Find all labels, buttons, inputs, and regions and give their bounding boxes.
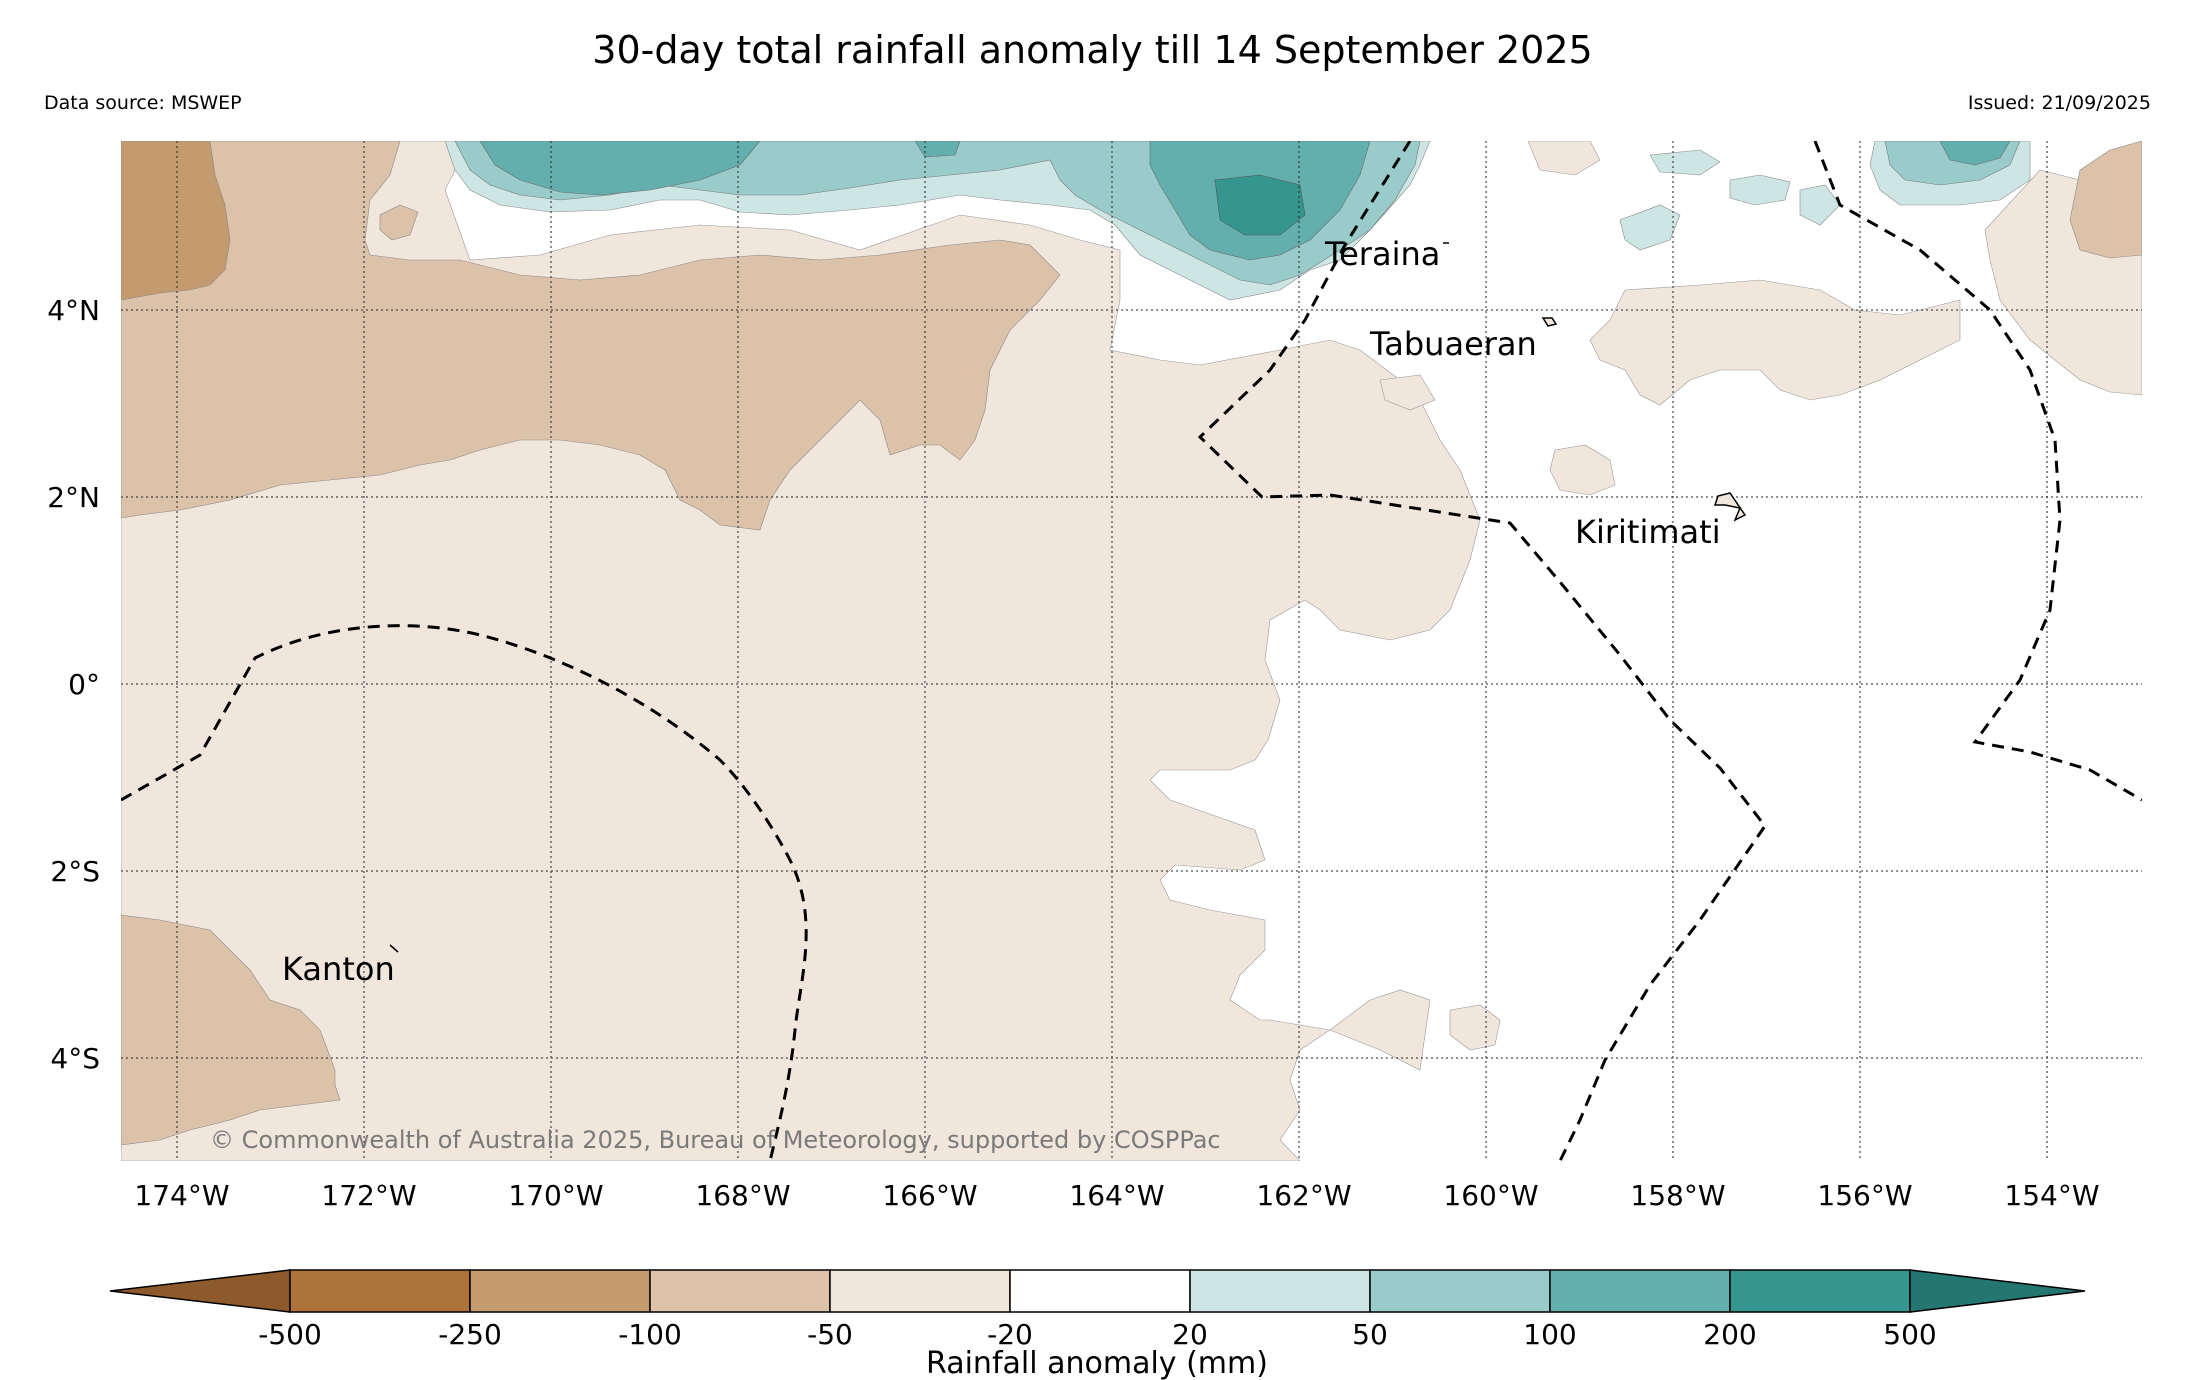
place-label-kiritimati: Kiritimati xyxy=(1575,513,1721,551)
colorbar-tick-label: -500 xyxy=(258,1318,322,1351)
map-area xyxy=(121,141,2142,1161)
anomaly-patch-kanton xyxy=(121,914,341,1146)
lon-label-174w: 174°W xyxy=(134,1179,229,1212)
eez-boundaries xyxy=(121,141,2142,1161)
colorbar-segment xyxy=(649,1269,831,1313)
lon-label-164w: 164°W xyxy=(1069,1179,1164,1212)
tabuaeran-island-icon xyxy=(1541,317,1558,327)
colorbar-segment xyxy=(289,1269,471,1313)
colorbar-tick-label: -250 xyxy=(438,1318,502,1351)
lat-label-2s: 2°S xyxy=(50,855,100,888)
colorbar-extend-high xyxy=(1909,1269,2086,1313)
colorbar-tick-label: 200 xyxy=(1703,1318,1756,1351)
data-source-label: Data source: MSWEP xyxy=(44,92,242,114)
lat-label-4s: 4°S xyxy=(50,1042,100,1075)
colorbar-segment xyxy=(1549,1269,1731,1313)
anomaly-region-dry-100 xyxy=(121,141,231,301)
anomaly-patch-small-1 xyxy=(379,204,419,241)
kiritimati-island-icon xyxy=(1713,492,1747,522)
place-label-tabuaeran: Tabuaeran xyxy=(1369,325,1537,363)
colorbar-tick-label: 100 xyxy=(1523,1318,1576,1351)
copyright-notice: © Commonwealth of Australia 2025, Bureau… xyxy=(210,1126,1221,1154)
anomaly-patch-northeast xyxy=(2069,141,2142,259)
colorbar-segment xyxy=(1729,1269,1911,1313)
colorbar-segment xyxy=(1009,1269,1191,1313)
anomaly-patch-wet-ne-5 xyxy=(1649,149,1721,176)
colorbar-segment xyxy=(469,1269,651,1313)
lon-label-170w: 170°W xyxy=(508,1179,603,1212)
anomaly-patch-east-5 xyxy=(1449,1004,1501,1051)
lon-label-168w: 168°W xyxy=(695,1179,790,1212)
colorbar-tick-label: -100 xyxy=(618,1318,682,1351)
colorbar-segment xyxy=(829,1269,1011,1313)
colorbar: -500 -250 -100 -50 -20 20 50 100 200 500 xyxy=(109,1269,2086,1351)
lon-label-172w: 172°W xyxy=(321,1179,416,1212)
map-title: 30-day total rainfall anomaly till 14 Se… xyxy=(592,28,1593,72)
island-markers xyxy=(389,242,1747,953)
colorbar-tick-label: -50 xyxy=(807,1318,853,1351)
eez-boundary-line-islands-west xyxy=(1197,141,1767,1161)
lon-label-160w: 160°W xyxy=(1443,1179,1538,1212)
anomaly-region-wet-100 xyxy=(479,141,761,196)
colorbar-tick-label: 20 xyxy=(1172,1318,1208,1351)
colorbar-tick-label: -20 xyxy=(987,1318,1033,1351)
anomaly-patch-wet-ne-2 xyxy=(1619,204,1681,251)
colorbar-title: Rainfall anomaly (mm) xyxy=(926,1346,1268,1380)
eez-boundary-line-islands-east xyxy=(1813,141,2142,802)
kanton-island-icon xyxy=(389,944,399,953)
anomaly-patch-east-4 xyxy=(1527,141,1601,176)
eez-boundary-phoenix xyxy=(121,624,808,1161)
lat-label-4n: 4°N xyxy=(47,294,100,327)
anomaly-region-dry-50 xyxy=(121,141,1061,531)
colorbar-segment xyxy=(1189,1269,1371,1313)
colorbar-extend-low xyxy=(109,1269,291,1313)
anomaly-patch-wet100-small xyxy=(914,141,961,158)
anomaly-patch-wet-ne-3 xyxy=(1729,174,1791,206)
place-label-teraina: Teraina xyxy=(1324,235,1440,273)
anomaly-patch-wet-ne-4 xyxy=(1799,184,1841,226)
anomaly-patch-east-1 xyxy=(1589,279,1961,406)
issued-date-label: Issued: 21/09/2025 xyxy=(1967,92,2151,114)
colorbar-segment xyxy=(1369,1269,1551,1313)
lon-label-162w: 162°W xyxy=(1256,1179,1351,1212)
lon-label-166w: 166°W xyxy=(882,1179,977,1212)
colorbar-tick-label: 50 xyxy=(1352,1318,1388,1351)
anomaly-patch-wet100-ne xyxy=(1939,141,2011,166)
colorbar-tick-label: 500 xyxy=(1883,1318,1936,1351)
lat-label-2n: 2°N xyxy=(47,481,100,514)
anomaly-patch-east-3 xyxy=(1549,444,1616,496)
lon-label-156w: 156°W xyxy=(1817,1179,1912,1212)
lat-label-0: 0° xyxy=(68,668,100,701)
graticule xyxy=(121,141,2142,1161)
place-label-kanton: Kanton xyxy=(282,950,395,988)
anomaly-patch-east-6 xyxy=(1379,374,1436,411)
lon-label-158w: 158°W xyxy=(1630,1179,1725,1212)
anomaly-region-wet-200 xyxy=(1214,174,1306,236)
lon-label-154w: 154°W xyxy=(2004,1179,2099,1212)
